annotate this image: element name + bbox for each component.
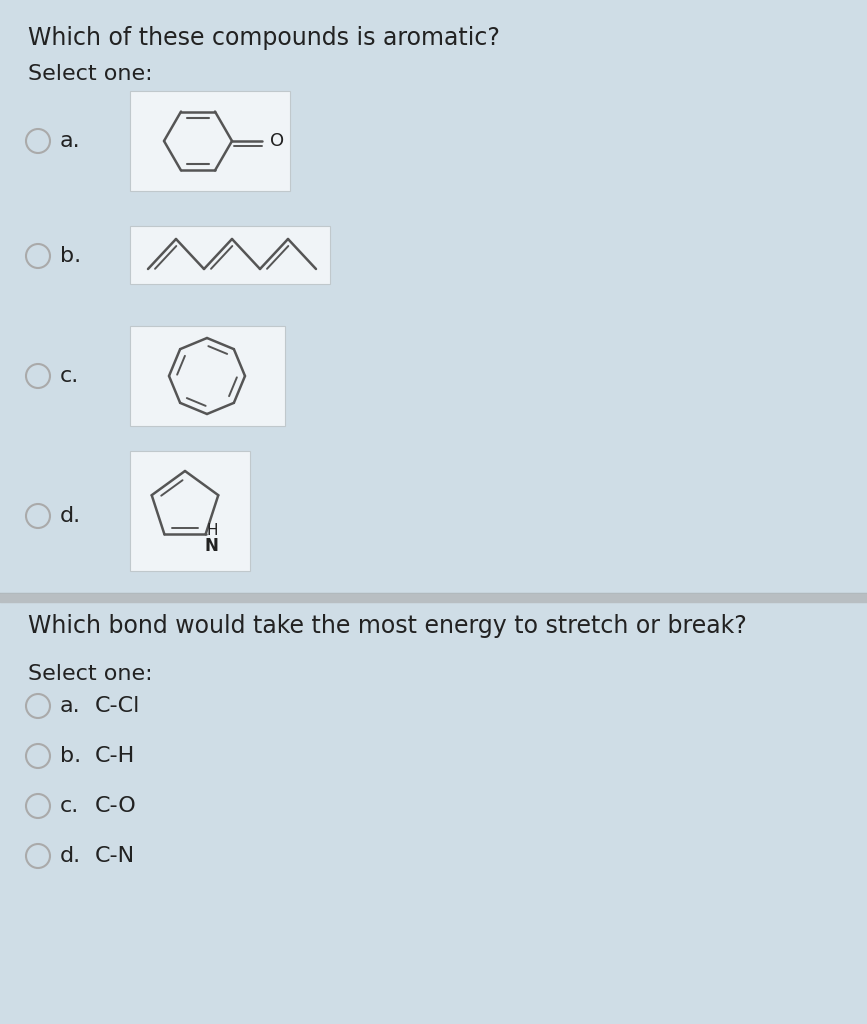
Text: c.: c. [60,796,79,816]
Text: b.: b. [60,746,81,766]
Text: b.: b. [60,246,81,266]
Text: c.: c. [60,366,79,386]
Text: H: H [206,523,218,539]
FancyBboxPatch shape [130,91,290,191]
FancyBboxPatch shape [130,226,330,284]
Text: Select one:: Select one: [28,63,153,84]
Text: Which of these compounds is aromatic?: Which of these compounds is aromatic? [28,26,500,50]
Text: d.: d. [60,506,81,526]
Text: d.: d. [60,846,81,866]
FancyBboxPatch shape [130,451,250,571]
Text: a.: a. [60,696,81,716]
Text: Which bond would take the most energy to stretch or break?: Which bond would take the most energy to… [28,614,746,638]
Text: C-Cl: C-Cl [95,696,140,716]
Text: C-O: C-O [95,796,137,816]
Text: a.: a. [60,131,81,151]
Text: C-N: C-N [95,846,135,866]
Text: N: N [205,538,218,555]
FancyBboxPatch shape [130,326,285,426]
Text: C-H: C-H [95,746,135,766]
Text: O: O [270,132,284,150]
Text: Select one:: Select one: [28,664,153,684]
